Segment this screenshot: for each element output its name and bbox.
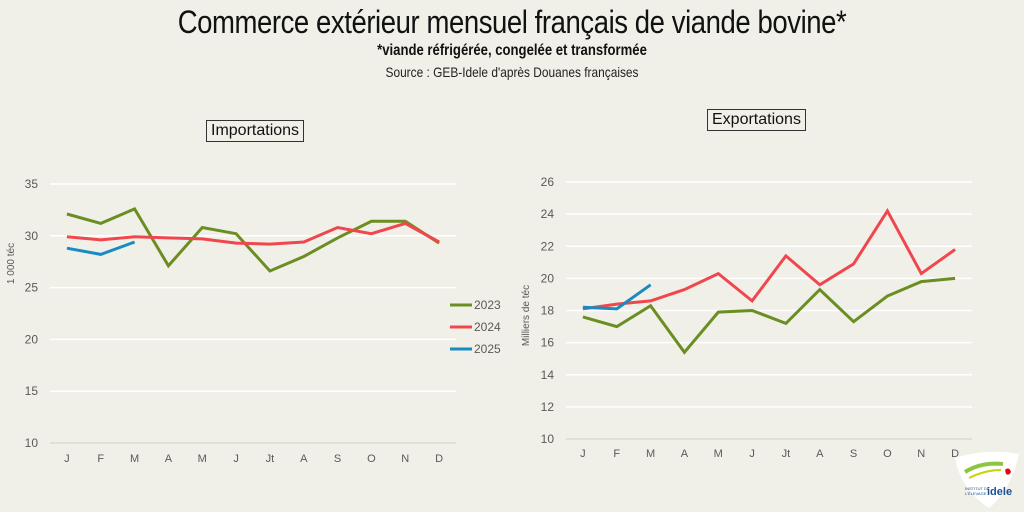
exports-x-tick-label: M <box>646 448 655 460</box>
imports-legend-label-2023: 2023 <box>474 298 501 312</box>
exports-x-tick-label: D <box>951 448 959 460</box>
exports-chart-title: Exportations <box>707 109 806 131</box>
exports-y-tick-label: 20 <box>541 271 555 285</box>
imports-x-tick-label: A <box>300 453 308 465</box>
imports-x-tick-label: D <box>435 453 443 465</box>
imports-x-tick-label: S <box>334 453 341 465</box>
imports-series-2023 <box>66 207 440 273</box>
exports-y-axis-label: Milliers de téc <box>521 285 532 346</box>
exports-x-tick-label: A <box>681 448 689 460</box>
exports-y-tick-label: 10 <box>541 432 555 446</box>
exports-series-2023 <box>582 276 956 355</box>
exports-y-tick-label: 12 <box>541 400 555 414</box>
exports-series-2024 <box>582 207 956 311</box>
exports-y-tick-label: 18 <box>541 304 555 318</box>
imports-x-tick-label: O <box>367 453 376 465</box>
imports-x-tick-label: M <box>130 453 139 465</box>
source-note: Source : GEB-Idele d'après Douanes franç… <box>385 64 639 80</box>
exports-y-tick-label: 24 <box>541 207 555 221</box>
exports-y-tick-label: 22 <box>541 239 555 253</box>
logo-text: idele <box>987 486 1012 498</box>
exports-x-tick-label: F <box>613 448 620 460</box>
imports-y-tick-label: 10 <box>25 436 39 450</box>
exports-x-tick-label: N <box>917 448 925 460</box>
exports-x-tick-label: A <box>816 448 824 460</box>
imports-y-tick-label: 25 <box>25 281 39 295</box>
exports-y-tick-label: 14 <box>541 368 555 382</box>
imports-y-axis-label: 1 000 téc <box>6 243 17 284</box>
exports-x-tick-label: Jt <box>782 448 791 460</box>
imports-y-tick-label: 30 <box>25 229 39 243</box>
exports-x-tick-label: O <box>883 448 892 460</box>
imports-y-tick-label: 35 <box>25 177 39 191</box>
imports-x-tick-label: J <box>64 453 70 465</box>
imports-x-tick-label: F <box>97 453 104 465</box>
exports-y-tick-label: 16 <box>541 336 555 350</box>
page-title: Commerce extérieur mensuel français de v… <box>177 4 847 40</box>
exports-x-tick-label: S <box>850 448 857 460</box>
imports-x-tick-label: N <box>401 453 409 465</box>
imports-x-tick-label: J <box>233 453 239 465</box>
imports-series-2024 <box>66 221 440 246</box>
imports-x-tick-label: Jt <box>266 453 275 465</box>
imports-x-tick-label: M <box>198 453 207 465</box>
exports-x-tick-label: J <box>580 448 586 460</box>
page-subtitle: *viande réfrigérée, congelée et transfor… <box>377 42 647 59</box>
exports-y-tick-label: 26 <box>541 175 555 189</box>
svg-text:INSTITUT DE: INSTITUT DE <box>965 486 990 491</box>
exports-x-tick-label: J <box>749 448 755 460</box>
imports-chart-title: Importations <box>206 120 305 142</box>
svg-text:L'ÉLEVAGE: L'ÉLEVAGE <box>965 491 987 496</box>
idele-logo: INSTITUT DE L'ÉLEVAGE idele <box>955 451 1019 508</box>
imports-y-tick-label: 15 <box>25 384 39 398</box>
exports-series-2025 <box>582 283 652 311</box>
imports-legend-label-2024: 2024 <box>474 320 501 334</box>
imports-y-tick-label: 20 <box>25 332 39 346</box>
imports-series-2025 <box>66 240 136 256</box>
imports-x-tick-label: A <box>165 453 173 465</box>
imports-legend-label-2025: 2025 <box>474 342 501 356</box>
exports-x-tick-label: M <box>714 448 723 460</box>
